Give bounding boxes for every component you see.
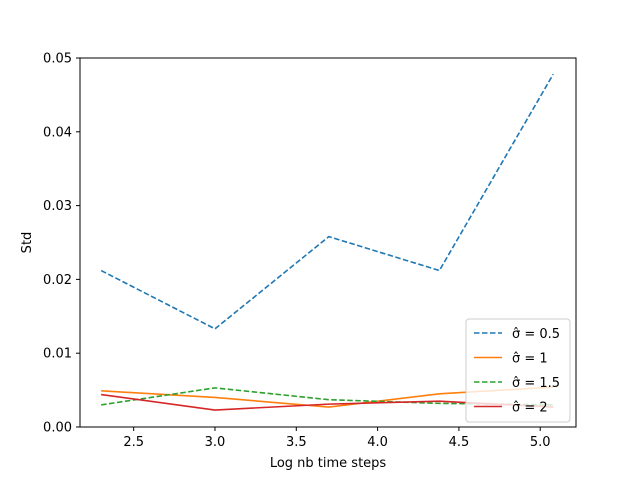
- y-tick-label: 0.01: [43, 347, 72, 362]
- y-axis-label: Std: [20, 232, 35, 254]
- y-tick-label: 0.02: [43, 273, 72, 288]
- y-tick-label: 0.00: [43, 421, 72, 436]
- x-tick-label: 2.5: [123, 435, 144, 450]
- y-tick-label: 0.05: [43, 52, 72, 67]
- x-tick-label: 3.0: [205, 435, 226, 450]
- axis-ticks: 2.5 3.0 3.5 4.0 4.5 5.0 0.00 0.01 0.02 0.03 0.04 0.…: [43, 52, 551, 451]
- series-line: [100, 73, 554, 330]
- axes-frame: [79, 57, 577, 428]
- x-tick-label: 3.5: [286, 435, 307, 450]
- y-tick-label: 0.03: [43, 199, 72, 214]
- x-tick-label: 5.0: [530, 435, 551, 450]
- x-tick-label: 4.0: [367, 435, 388, 450]
- legend-label: σ̂ = 1.5: [512, 376, 560, 391]
- y-tick-label: 0.04: [43, 125, 72, 140]
- x-tick-label: 4.5: [449, 435, 470, 450]
- legend-box: [465, 318, 571, 423]
- legend-label: σ̂ = 0.5: [512, 327, 560, 342]
- legend-label: σ̂ = 2: [512, 401, 548, 416]
- legend-label: σ̂ = 1: [512, 352, 548, 367]
- legend: σ̂ = 0.5 σ̂ = 1 σ̂ = 1.5 σ̂ = 2: [465, 318, 571, 423]
- x-axis-label: Log nb time steps: [270, 456, 387, 471]
